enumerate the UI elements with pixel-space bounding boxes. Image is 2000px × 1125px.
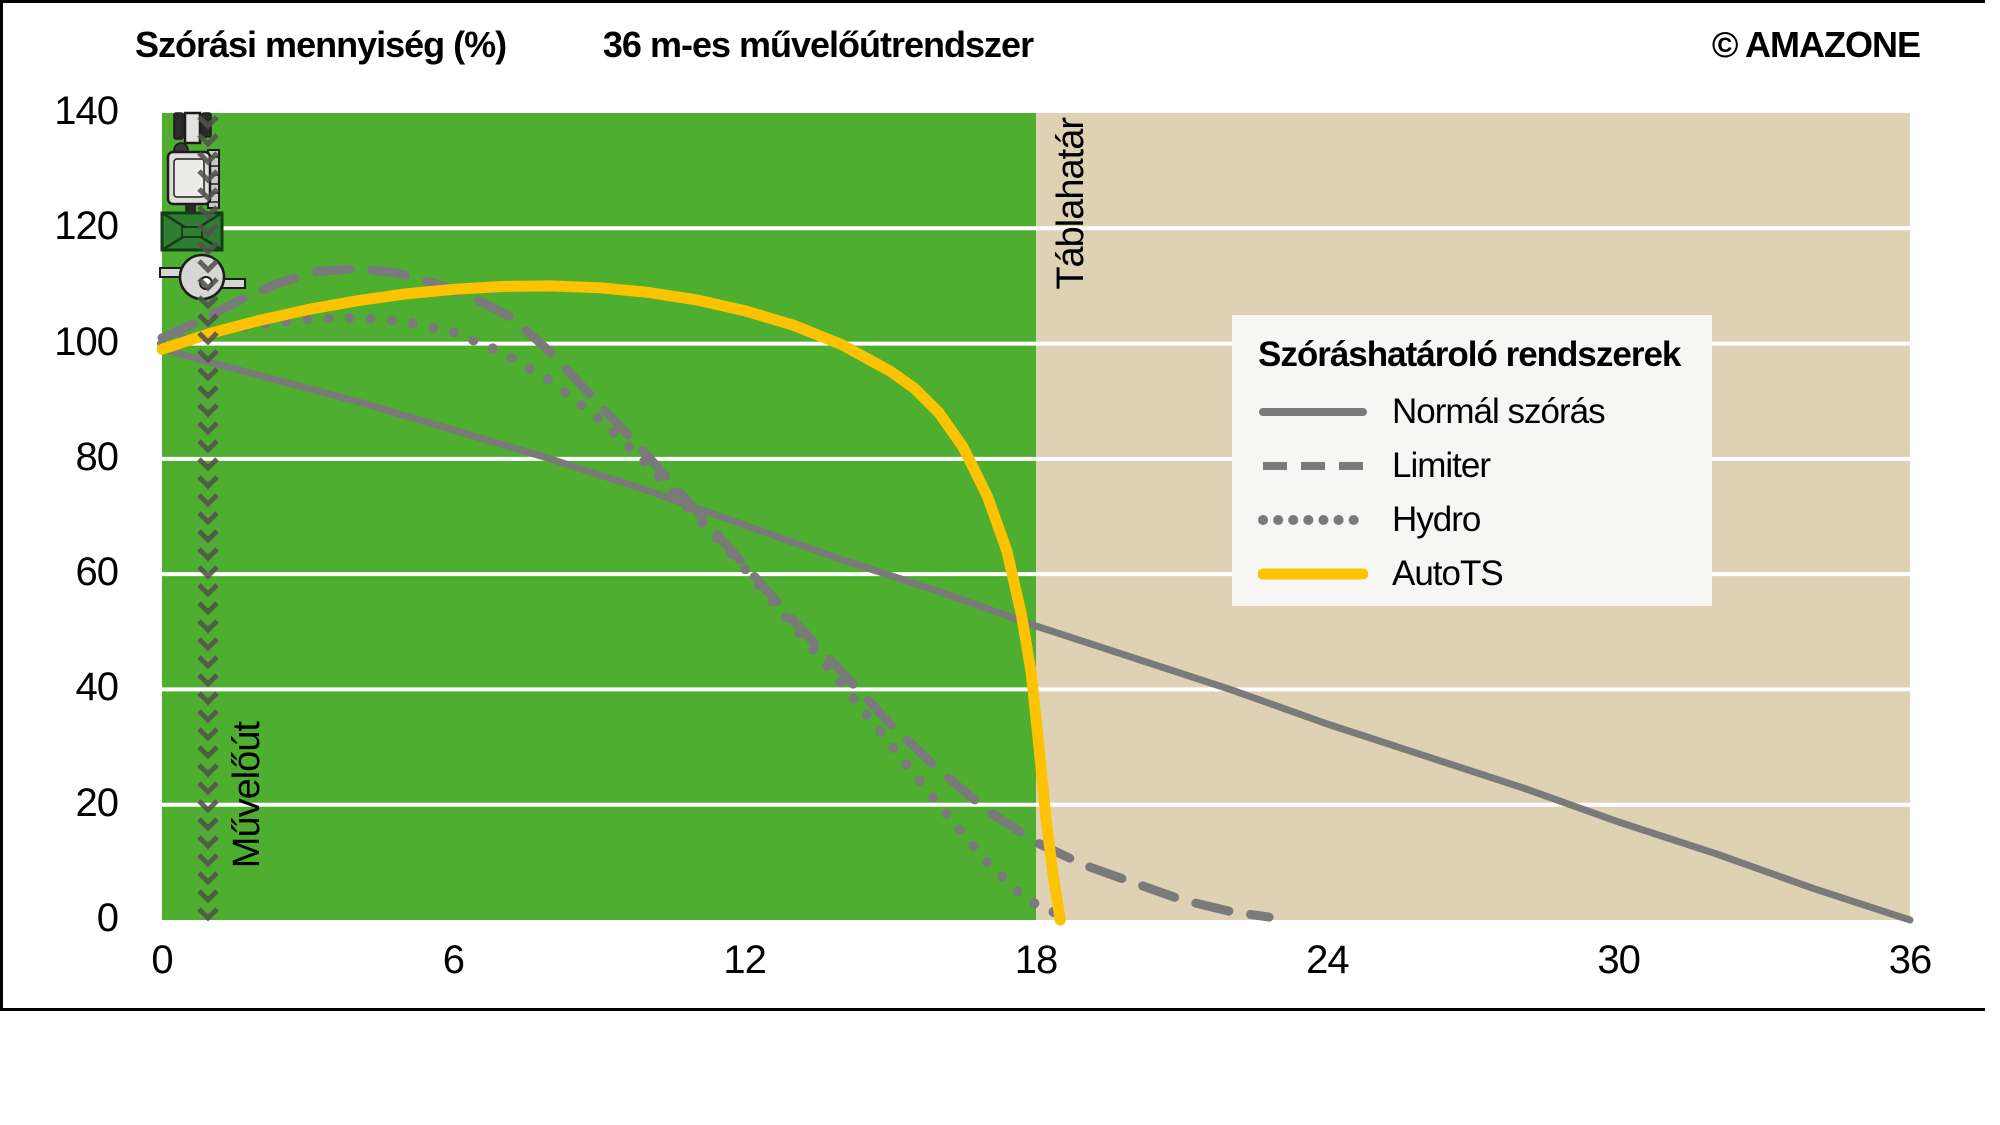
x-tick-label: 24 (1306, 938, 1349, 982)
x-tick-label: 6 (442, 938, 465, 982)
y-tick-label: 120 (54, 204, 119, 249)
y-tick-label: 100 (54, 319, 119, 364)
region-field (162, 113, 1036, 920)
tramline-chevrons (197, 115, 219, 922)
y-tick-label: 80 (75, 434, 120, 479)
legend-label: Limiter (1392, 446, 1491, 485)
legend-label: AutoTS (1392, 554, 1504, 593)
legend-item: AutoTS (1258, 547, 1712, 601)
y-tick-label: 60 (75, 550, 120, 595)
legend-box: Szóráshatároló rendszerek Normál szórás L… (1232, 315, 1712, 606)
series-norm-l-sz-r-s (158, 345, 1914, 924)
x-tick-label: 12 (723, 938, 766, 982)
tramline-annotation: Művelőút (226, 722, 268, 869)
series-autots (156, 280, 1066, 926)
field-boundary-annotation: Táblahatár (1050, 118, 1092, 290)
y-tick-label: 140 (54, 89, 119, 133)
legend-swatch-solid (1259, 408, 1367, 416)
legend-swatch-dashed (1263, 462, 1363, 470)
legend-item: Normál szórás (1258, 385, 1712, 439)
legend-swatch-dotted (1258, 515, 1368, 525)
series-hydro (157, 312, 1071, 923)
chart-title: 36 m-es művelőútrendszer (602, 24, 1034, 65)
legend-title: Szóráshatároló rendszerek (1258, 335, 1681, 374)
y-tick-label: 20 (75, 780, 120, 825)
x-tick-label: 36 (1888, 938, 1932, 982)
y-tick-label: 40 (75, 665, 120, 710)
series-limiter (157, 264, 1274, 922)
legend-swatch-solid (1258, 568, 1368, 580)
legend-items: Normál szórás Limiter Hydro AutoTS (1258, 385, 1712, 601)
copyright-label: © AMAZONE (1711, 24, 1921, 65)
x-tick-label: 18 (1014, 938, 1058, 982)
y-axis-title: Szórási mennyiség (%) (135, 24, 507, 65)
x-tick-label: 0 (151, 938, 173, 982)
legend-item: Hydro (1258, 493, 1712, 547)
legend-item: Limiter (1258, 439, 1712, 493)
legend-label: Hydro (1392, 500, 1481, 539)
legend-label: Normál szórás (1392, 392, 1606, 431)
x-tick-label: 30 (1597, 938, 1640, 982)
y-tick-label: 0 (96, 896, 119, 940)
